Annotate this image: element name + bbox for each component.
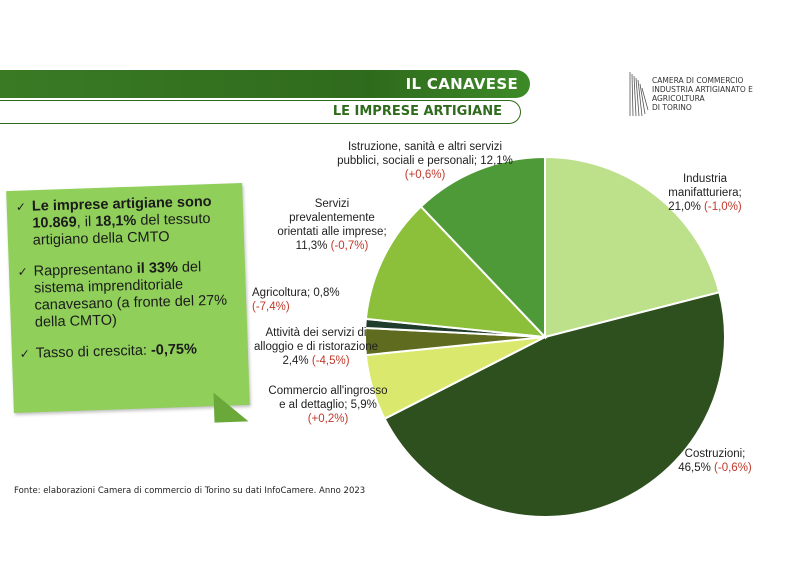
label-istruzione: Istruzione, sanità e altri servizi pubbl…: [320, 140, 530, 182]
label-istruzione-change: (+0,6%): [404, 169, 446, 181]
page-subtitle: LE IMPRESE ARTIGIANE: [332, 104, 502, 119]
logo-line-1: CAMERA DI COMMERCIO: [652, 76, 744, 85]
label-servizi-line2: prevalentemente: [289, 212, 375, 224]
label-costruzioni-line1: Costruzioni;: [684, 448, 746, 460]
logo-line-2: INDUSTRIA ARTIGIANATO E AGRICOLTURA: [652, 85, 753, 103]
label-industria-change: (-1,0%): [704, 201, 742, 213]
logo-line-3: DI TORINO: [652, 103, 692, 112]
label-istruzione-line1: Istruzione, sanità e altri servizi: [347, 141, 503, 153]
subtitle-bar: LE IMPRESE ARTIGIANE: [0, 100, 521, 124]
page-title: IL CANAVESE: [405, 75, 518, 93]
label-commercio: Commercio all'ingrosso e al dettaglio; 5…: [248, 384, 408, 426]
label-industria-line1: Industria: [682, 173, 728, 185]
header-bar: IL CANAVESE: [0, 70, 530, 98]
label-agricoltura-line1: Agricoltura; 0,8%: [252, 287, 340, 299]
label-commercio-line1: Commercio all'ingrosso: [268, 385, 388, 397]
label-servizi-line3: orientati alle imprese;: [277, 226, 387, 238]
pie-slice-1: [383, 291, 726, 518]
label-alloggio: Attività dei servizi di alloggio e di ri…: [246, 326, 386, 368]
logo-mark-icon: [629, 72, 649, 117]
label-alloggio-change: (-4,5%): [311, 355, 350, 367]
label-agricoltura-change: (-7,4%): [252, 301, 290, 313]
label-agricoltura: Agricoltura; 0,8% (-7,4%): [252, 286, 352, 314]
label-servizi-value: 11,3%: [295, 240, 328, 252]
pie-slice-5: [364, 205, 548, 339]
label-costruzioni-change: (-0,6%): [714, 462, 752, 474]
label-industria-line2: manifatturiera;: [668, 187, 742, 199]
label-alloggio-line1: Attività dei servizi di: [265, 327, 367, 339]
label-istruzione-line2: pubblici, sociali e personali; 12,1%: [337, 155, 513, 167]
pie-slice-0: [544, 155, 721, 339]
chamber-logo: CAMERA DI COMMERCIO INDUSTRIA ARTIGIANAT…: [628, 70, 798, 120]
label-servizi: Servizi prevalentemente orientati alle i…: [262, 197, 402, 253]
label-alloggio-line2: alloggio e di ristorazione: [253, 341, 379, 353]
label-alloggio-value: 2,4%: [282, 355, 309, 367]
label-costruzioni-value: 46,5%: [678, 462, 711, 474]
label-servizi-change: (-0,7%): [330, 240, 369, 252]
label-commercio-change: (+0,2%): [307, 413, 349, 425]
label-industria: Industria manifatturiera; 21,0% (-1,0%): [640, 172, 770, 214]
label-servizi-line1: Servizi: [314, 198, 350, 210]
source-note: Fonte: elaborazioni Camera di commercio …: [14, 486, 366, 496]
label-industria-value: 21,0%: [668, 201, 701, 213]
pie-slice-6: [419, 155, 546, 340]
label-costruzioni: Costruzioni; 46,5% (-0,6%): [660, 447, 770, 475]
logo-text: CAMERA DI COMMERCIO INDUSTRIA ARTIGIANAT…: [652, 76, 798, 112]
label-commercio-line2: e al dettaglio; 5,9%: [279, 399, 377, 411]
